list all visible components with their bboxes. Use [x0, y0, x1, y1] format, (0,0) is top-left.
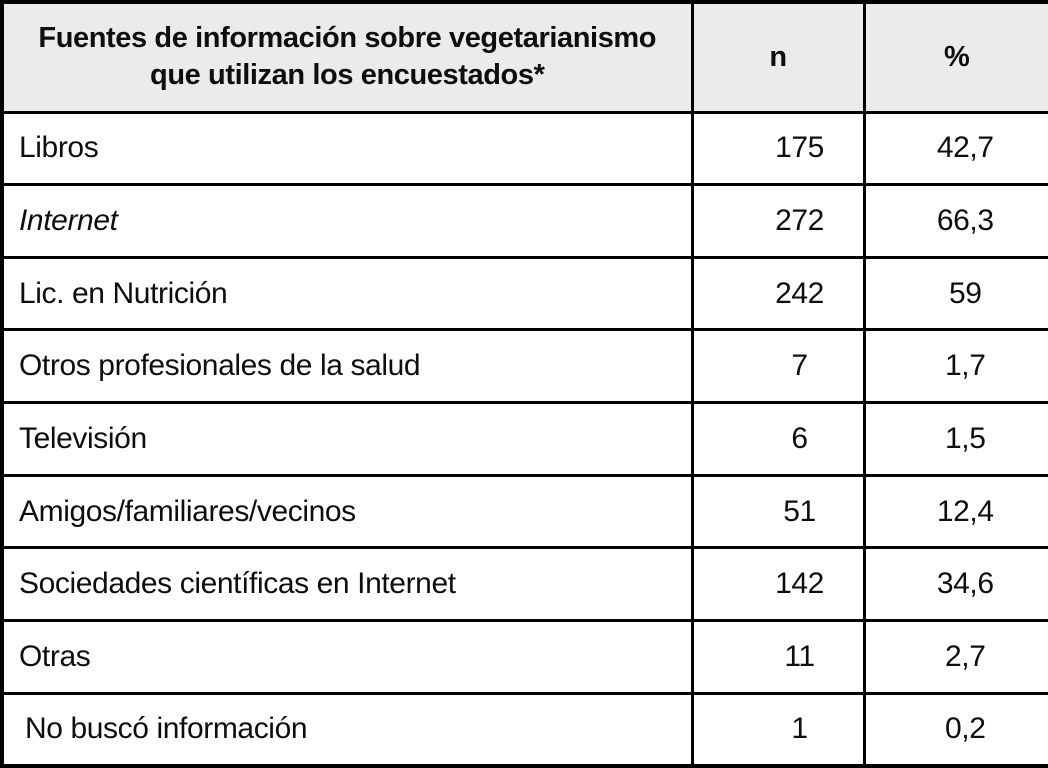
table-row: Libros 175 42,7 [0, 110, 1048, 187]
row-label: Televisión [0, 401, 694, 477]
row-n-value: 142 [690, 546, 866, 623]
table-title-line-2: que utilizan los encuestados* [150, 59, 545, 92]
row-label: Sociedades científicas en Internet [0, 546, 694, 623]
row-label: Otras [0, 619, 694, 695]
row-percent-value: 0,2 [862, 691, 1048, 768]
row-percent-value: 34,6 [862, 546, 1048, 623]
row-percent-value: 2,7 [862, 619, 1048, 695]
table-title-line-1: Fuentes de información sobre vegetariani… [38, 22, 657, 55]
row-percent-value: 12,4 [862, 473, 1048, 550]
header-source-column: Fuentes de información sobre vegetariani… [0, 0, 694, 114]
row-n-value: 11 [690, 619, 866, 695]
table-row: Otros profesionales de la salud 7 1,7 [0, 328, 1048, 405]
row-n-value: 242 [690, 255, 866, 332]
row-percent-value: 1,5 [862, 401, 1048, 477]
table-row: Televisión 6 1,5 [0, 401, 1048, 477]
row-percent-value: 42,7 [862, 110, 1048, 187]
table-row: No buscó información 1 0,2 [0, 691, 1048, 768]
header-percent-column: % [862, 0, 1048, 114]
row-n-value: 1 [690, 691, 866, 768]
row-label: Otros profesionales de la salud [0, 328, 694, 405]
row-n-value: 175 [690, 110, 866, 187]
header-row: Fuentes de información sobre vegetariani… [0, 0, 1048, 114]
row-percent-value: 59 [862, 255, 1048, 332]
row-label: Libros [0, 110, 694, 187]
row-label: Internet [0, 183, 694, 259]
row-percent-value: 1,7 [862, 328, 1048, 405]
row-n-value: 272 [690, 183, 866, 259]
table-row: Internet 272 66,3 [0, 183, 1048, 259]
table-row: Otras 11 2,7 [0, 619, 1048, 695]
row-percent-value: 66,3 [862, 183, 1048, 259]
table-row: Amigos/familiares/vecinos 51 12,4 [0, 473, 1048, 550]
table-row: Sociedades científicas en Internet 142 3… [0, 546, 1048, 623]
row-label: Amigos/familiares/vecinos [0, 473, 694, 550]
row-label: No buscó información [0, 691, 694, 768]
row-n-value: 51 [690, 473, 866, 550]
row-n-value: 7 [690, 328, 866, 405]
row-label: Lic. en Nutrición [0, 255, 694, 332]
header-n-column: n [690, 0, 866, 114]
row-n-value: 6 [690, 401, 866, 477]
table-row: Lic. en Nutrición 242 59 [0, 255, 1048, 332]
